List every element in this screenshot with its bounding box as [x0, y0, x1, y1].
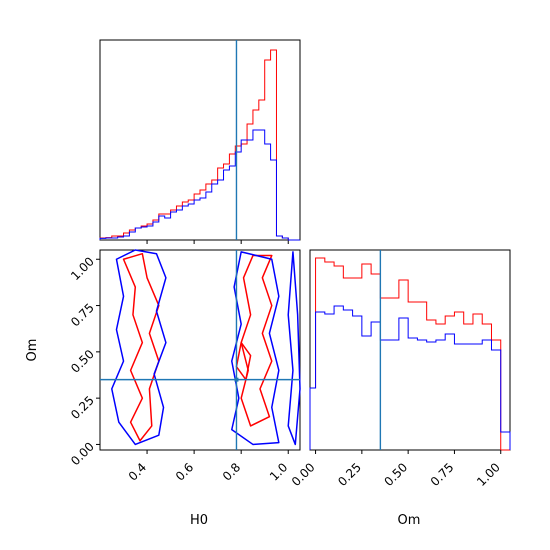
om-hist-blue-step [309, 305, 511, 450]
om-x-tick-label: 0.00 [289, 460, 318, 489]
joint-frame [99, 249, 301, 451]
joint-y-tick-label: 0.00 [68, 439, 97, 468]
joint-y-tick-label: 0.50 [68, 347, 97, 376]
h0-histogram-panel [99, 39, 301, 244]
om-hist-red-step [309, 257, 510, 451]
red-contour [235, 341, 252, 381]
om-hist-frame [309, 249, 511, 451]
om-histogram-panel: 0.00 0.25 0.50 0.75 1.00 [289, 249, 511, 489]
joint-y-tick-label: 0.25 [68, 393, 97, 422]
om-x-tick-label: 0.75 [428, 460, 457, 489]
h0-axis-label: H0 [190, 513, 208, 528]
om-x-tick-label: 0.25 [335, 460, 364, 489]
om-x-tick-label: 0.50 [381, 460, 410, 489]
om-x-tick-label: 1.00 [474, 460, 503, 489]
joint-x-tick-label: 0.4 [126, 460, 149, 483]
h0-hist-red-step [99, 49, 300, 241]
h0-om-contour-panel: 0.4 0.6 0.8 1.0 0.00 0.25 0.50 0.75 1.00 [68, 249, 301, 484]
joint-y-tick-label: 0.75 [68, 301, 97, 330]
blue-contour [231, 251, 280, 446]
om-axis-label: Om [398, 513, 421, 528]
truth-marker [234, 377, 239, 382]
red-contour [240, 254, 273, 427]
blue-contour [111, 249, 167, 446]
blue-contour [287, 251, 301, 446]
joint-x-tick-label: 0.8 [220, 460, 243, 483]
joint-y-tick-label: 1.00 [68, 254, 97, 283]
h0-hist-frame [99, 39, 301, 241]
joint-x-tick-label: 0.6 [173, 460, 196, 483]
om-joint-y-axis-label: Om [25, 339, 40, 362]
red-contour [122, 252, 160, 442]
joint-x-tick-label: 1.0 [267, 460, 290, 483]
h0-hist-blue-step [99, 129, 300, 241]
